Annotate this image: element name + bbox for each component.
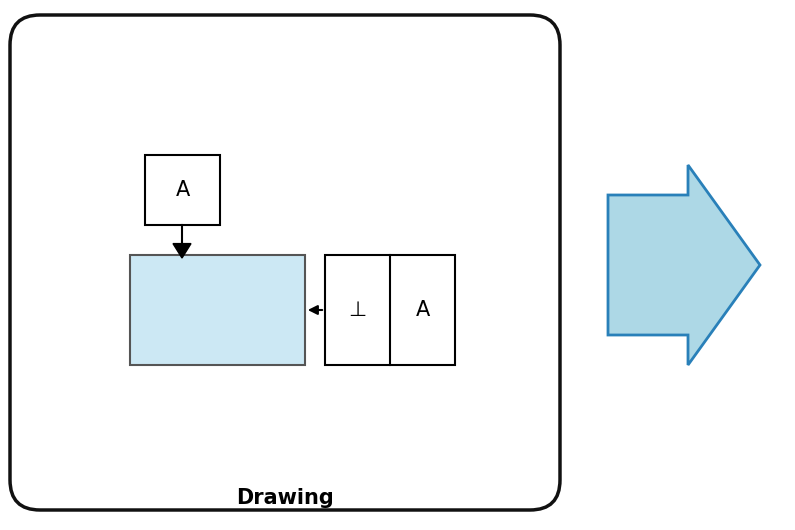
Polygon shape [608,165,760,365]
Text: A: A [415,300,429,320]
Text: ⊥: ⊥ [348,300,366,320]
Bar [325,255,455,365]
FancyBboxPatch shape [10,15,560,510]
Text: Drawing: Drawing [236,488,334,508]
Text: A: A [176,180,190,200]
Bar [130,255,305,365]
Polygon shape [173,244,191,258]
Bar [145,155,220,225]
